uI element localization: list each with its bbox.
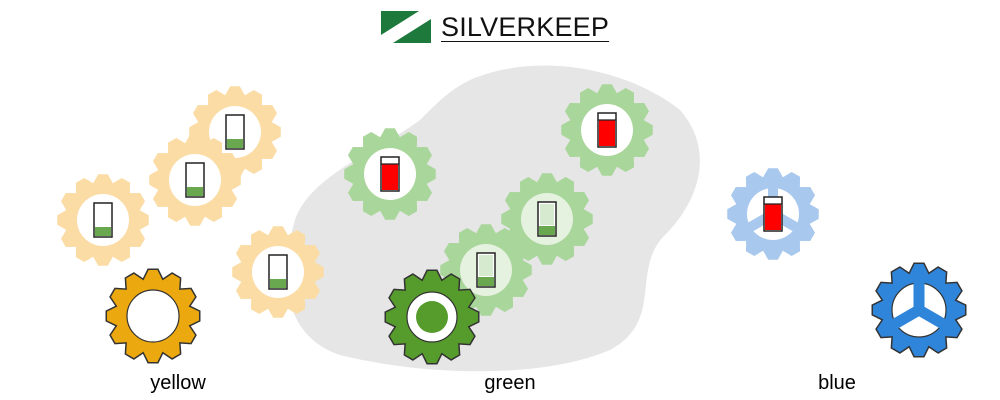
green-hub-gear xyxy=(384,269,480,365)
yellow-gear-4 xyxy=(232,226,324,318)
battery-icon xyxy=(225,114,245,150)
battery-icon xyxy=(268,254,288,290)
group-label-blue: blue xyxy=(818,372,856,394)
green-gear-3 xyxy=(501,173,593,265)
battery-icon xyxy=(763,196,783,232)
green-gear-2 xyxy=(561,84,653,176)
battery-icon xyxy=(537,201,557,237)
battery-icon xyxy=(380,156,400,192)
yellow-gear-2 xyxy=(149,134,241,226)
yellow-hub-gear xyxy=(105,268,201,364)
battery-icon xyxy=(185,162,205,198)
blue-gear-1 xyxy=(727,168,819,260)
blue-hub-gear xyxy=(871,262,967,358)
header: SILVERKEEP xyxy=(381,10,609,44)
yellow-gear-3 xyxy=(57,174,149,266)
battery-icon xyxy=(476,252,496,288)
green-gear-1 xyxy=(344,128,436,220)
group-label-green: green xyxy=(484,372,536,394)
battery-icon xyxy=(93,202,113,238)
green-banner-logo-icon xyxy=(381,11,431,43)
brand-title: SILVERKEEP xyxy=(441,11,610,42)
group-label-yellow: yellow xyxy=(150,372,206,394)
battery-icon xyxy=(597,112,617,148)
